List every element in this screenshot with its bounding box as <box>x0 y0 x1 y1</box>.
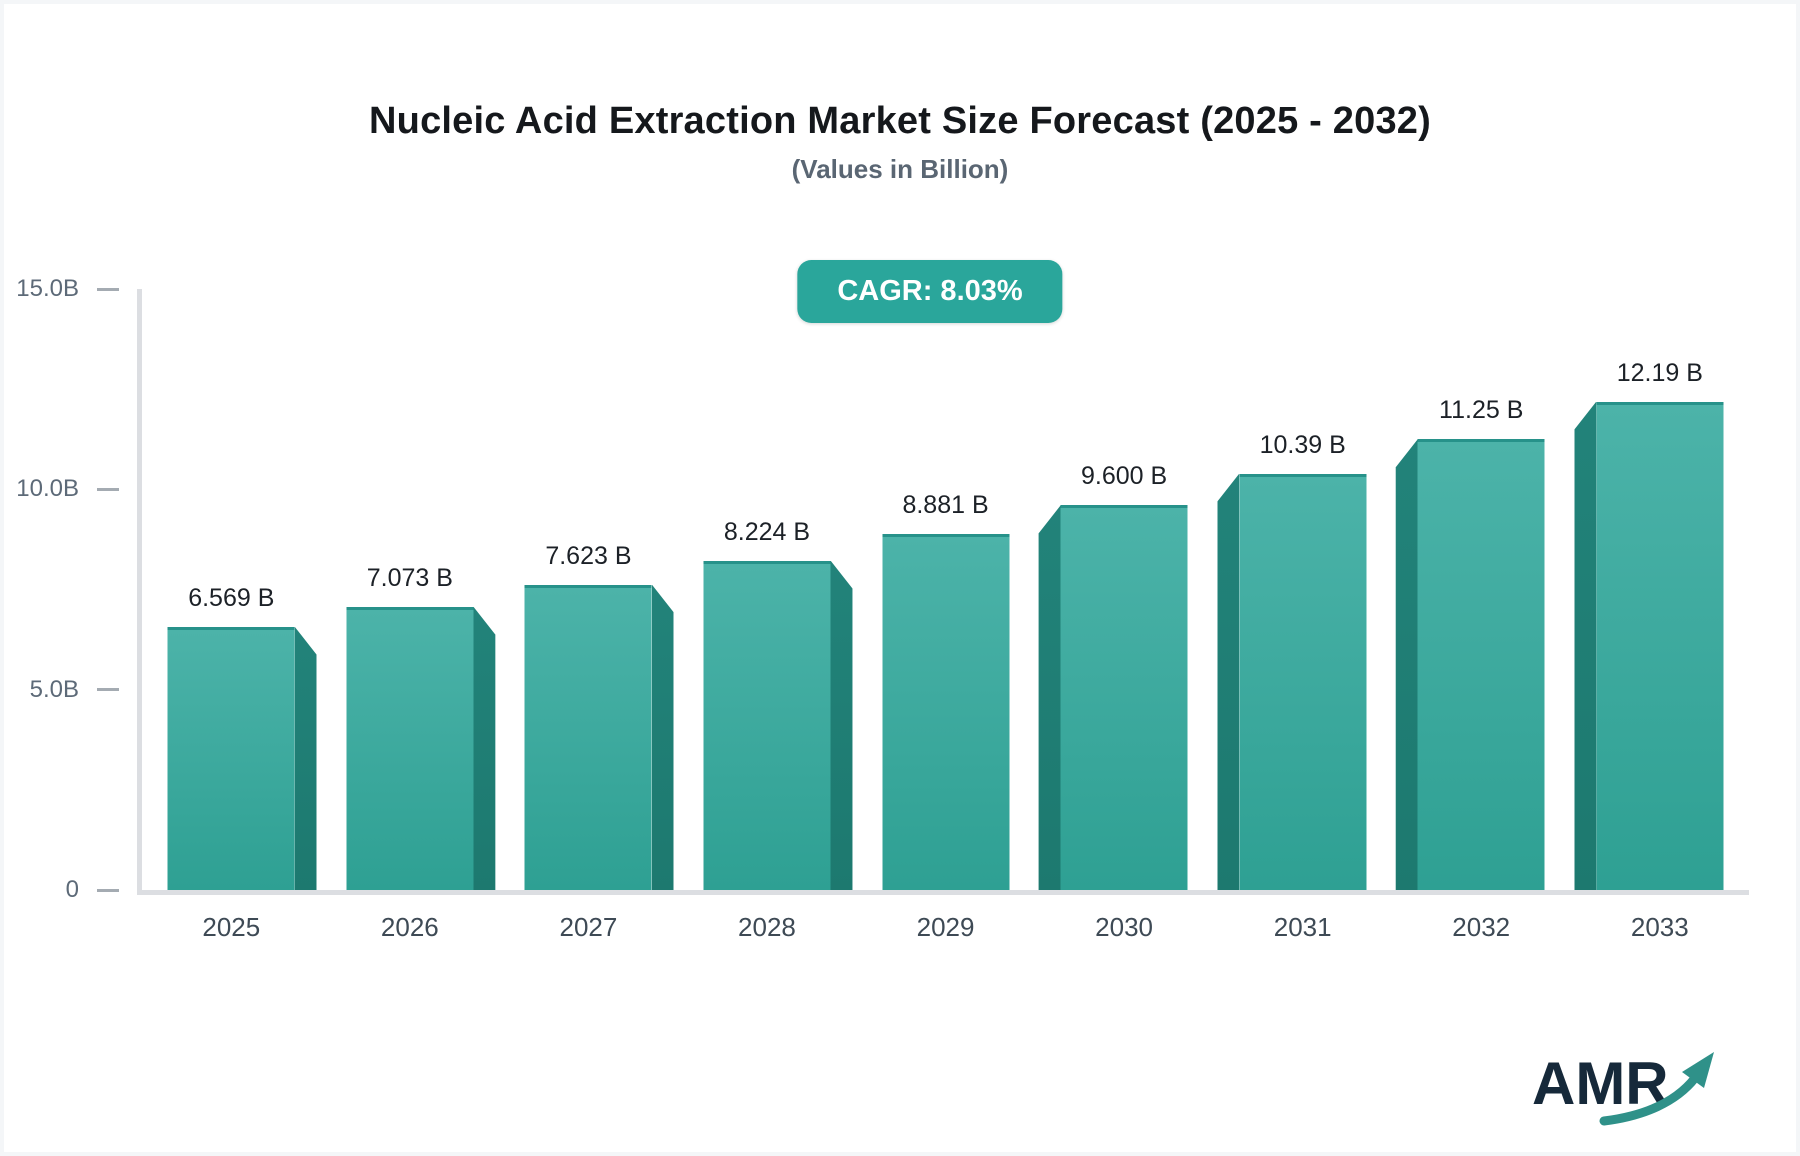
x-axis-label: 2025 <box>202 912 261 942</box>
bar-2026[interactable]: 7.073 B <box>346 564 496 890</box>
x-axis-label: 2027 <box>559 912 618 942</box>
bar-side-panel <box>1574 401 1597 890</box>
y-axis-tick: 5.0B <box>30 676 137 704</box>
bar-face <box>703 560 831 890</box>
x-axis-label: 2028 <box>738 912 796 942</box>
bar-value-label: 8.224 B <box>723 517 811 546</box>
bar-face <box>1239 473 1367 890</box>
bar-side-panel <box>830 560 853 890</box>
x-axis-label: 2033 <box>1630 912 1689 942</box>
bar-side-panel <box>1038 505 1061 890</box>
bar-side-panel <box>473 606 496 890</box>
growth-arrow-icon <box>1599 1052 1714 1126</box>
bar-2028[interactable]: 8.224 B <box>703 518 853 890</box>
bar-value-label: 12.19 B <box>1616 358 1703 387</box>
bar-slot-2033: 12.19 B 2033 <box>1571 289 1750 942</box>
y-axis-tick: 10.0B <box>16 475 137 503</box>
bar-value-label: 9.600 B <box>1081 462 1168 491</box>
cagr-badge: CAGR: 8.03% <box>797 260 1063 323</box>
bar-side-panel <box>651 584 674 890</box>
bar-2029[interactable]: 8.881 B <box>882 491 1010 890</box>
bar-face <box>524 584 652 890</box>
bar-side-panel <box>294 626 317 890</box>
x-axis-label: 2031 <box>1273 912 1332 942</box>
bar-slot-2026: 7.073 B 2026 <box>321 289 500 942</box>
amr-logo-text: AMR <box>1532 1050 1669 1117</box>
bar-value-label: 7.623 B <box>545 541 632 570</box>
bar-slot-2027: 7.623 B 2027 <box>499 289 678 942</box>
chart-title: Nucleic Acid Extraction Market Size Fore… <box>369 100 1431 142</box>
bar-side-panel <box>1217 473 1240 890</box>
y-axis-tick-dash <box>97 888 119 892</box>
y-axis-tick-label: 0 <box>65 876 79 903</box>
y-axis: 0 5.0B 10.0B 15.0B <box>4 275 137 903</box>
bar-slot-2028: 8.224 B 2028 <box>678 289 857 942</box>
bar-2033[interactable]: 12.19 B <box>1574 359 1724 890</box>
y-axis-tick-dash <box>97 487 119 491</box>
bar-2027[interactable]: 7.623 B <box>524 542 674 890</box>
y-axis-tick-label: 15.0B <box>16 275 79 302</box>
bar-2025[interactable]: 6.569 B <box>167 584 317 890</box>
y-axis-tick-label: 10.0B <box>16 475 79 503</box>
chart-subtitle: (Values in Billion) <box>791 154 1009 184</box>
bar-slot-2030: 9.600 B 2030 <box>1035 289 1214 942</box>
bar-slot-2032: 11.25 B 2032 <box>1392 289 1571 942</box>
x-axis-label: 2026 <box>380 912 439 942</box>
bar-2030[interactable]: 9.600 B <box>1038 462 1188 890</box>
bar-slot-2025: 6.569 B 2025 <box>142 289 321 942</box>
bar-face <box>1596 401 1724 890</box>
plot-area: 6.569 B 2025 7.073 B 2026 7.623 B 2027 8.224 B… <box>137 289 1750 942</box>
x-axis-label: 2029 <box>916 912 975 942</box>
x-axis-label: 2030 <box>1095 912 1154 942</box>
bar-face <box>1417 439 1545 890</box>
y-axis-tick-label: 5.0B <box>29 675 79 703</box>
bar-value-label: 7.073 B <box>366 563 453 592</box>
y-axis-tick-dash <box>97 688 119 692</box>
bar-value-label: 11.25 B <box>1439 396 1524 425</box>
y-axis-tick: 15.0B <box>16 275 137 303</box>
amr-logo-graphic: AMR <box>1532 1050 1714 1126</box>
bar-side-panel <box>1395 439 1418 890</box>
bar-face <box>167 626 295 890</box>
bar-face <box>346 606 474 890</box>
bar-value-label: 6.569 B <box>188 583 275 612</box>
bar-2031[interactable]: 10.39 B <box>1217 431 1367 890</box>
bar-value-label: 8.881 B <box>902 491 989 520</box>
bar-face <box>882 534 1010 890</box>
bar-slot-2029: 8.881 B 2029 <box>856 289 1035 942</box>
plot-slots: 6.569 B 2025 7.073 B 2026 7.623 B 2027 8.224 B… <box>142 289 1750 942</box>
y-axis-tick-dash <box>97 287 119 291</box>
bar-face <box>1060 505 1188 890</box>
bar-slot-2031: 10.39 B 2031 <box>1213 289 1392 942</box>
x-axis-label: 2032 <box>1452 912 1511 942</box>
bar-2032[interactable]: 11.25 B <box>1395 396 1545 890</box>
amr-logo: AMR <box>1532 1042 1732 1126</box>
bar-value-label: 10.39 B <box>1259 430 1346 459</box>
y-axis-tick: 0 <box>66 876 137 904</box>
